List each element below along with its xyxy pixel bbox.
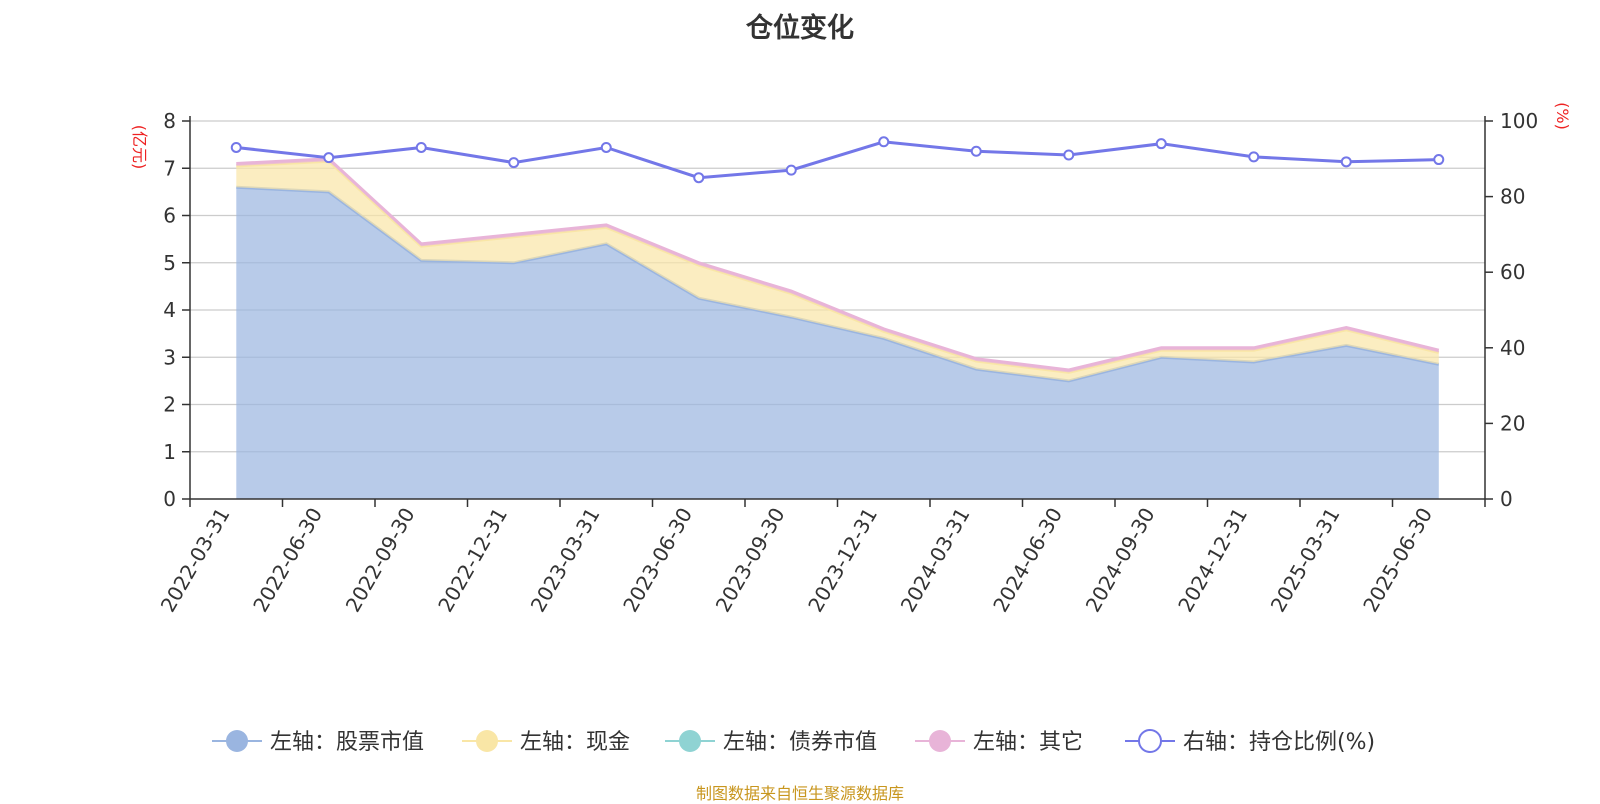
ratio-point: [323, 152, 335, 164]
legend-label: 左轴：其它: [973, 730, 1083, 755]
stacked-areas: [236, 157, 1440, 499]
ratio-point: [1340, 156, 1352, 168]
legend-label: 右轴：持仓比例(%): [1183, 730, 1375, 755]
left-axis-tick-label: 1: [163, 440, 176, 464]
right-axis-tick-label: 80: [1500, 185, 1525, 209]
x-axis-tick-label: 2023-09-30: [711, 504, 790, 617]
left-axis-tick-label: 4: [163, 298, 176, 322]
x-axis-tick-label: 2023-12-31: [803, 504, 882, 617]
ratio-point: [1248, 151, 1260, 163]
legend-label: 左轴：现金: [520, 730, 630, 755]
data-source-note: 制图数据来自恒生聚源数据库: [695, 784, 904, 803]
left-axis-tick-label: 3: [163, 345, 176, 369]
left-axis-tick-label: 0: [163, 487, 176, 511]
x-axis-tick-label: 2022-03-31: [156, 504, 235, 617]
x-axis-tick-label: 2024-09-30: [1081, 504, 1160, 617]
area-fill: [236, 187, 1439, 499]
ratio-point: [1433, 154, 1445, 166]
x-axis-tick-label: 2024-12-31: [1173, 504, 1252, 617]
ratio-point: [508, 157, 520, 169]
ratio-point: [785, 164, 797, 176]
x-axis-tick-label: 2025-06-30: [1358, 504, 1437, 617]
legend-marker: [929, 730, 951, 752]
x-axis-tick-label: 2022-12-31: [433, 504, 512, 617]
right-axis-tick-label: 0: [1500, 487, 1513, 511]
ratio-point: [693, 172, 705, 184]
ratio-point: [1063, 149, 1075, 161]
x-axis-tick-label: 2023-06-30: [618, 504, 697, 617]
x-axis-tick-label: 2024-06-30: [988, 504, 1067, 617]
x-axis-tick-label: 2025-03-31: [1266, 504, 1345, 617]
right-axis-tick-label: 40: [1500, 336, 1525, 360]
legend-label: 左轴：债券市值: [723, 730, 877, 755]
legend: 左轴：股票市值 左轴：现金 左轴：债券市值 左轴：其它 右轴：持仓比例(%): [212, 729, 1375, 755]
legend-marker: [476, 730, 498, 752]
left-axis-unit: (亿元): [130, 125, 149, 170]
x-axis-tick-label: 2022-06-30: [248, 504, 327, 617]
ratio-point: [1155, 138, 1167, 150]
x-axis-tick-label: 2024-03-31: [896, 504, 975, 617]
ratio-point: [230, 141, 242, 153]
legend-marker: [1138, 729, 1162, 753]
ratio-series-line: [236, 140, 1439, 180]
left-axis-tick-label: 2: [163, 393, 176, 417]
area-line: [236, 157, 1440, 372]
chart-title: 仓位变化: [746, 13, 854, 44]
x-axis-tick-label: 2023-03-31: [526, 504, 605, 617]
left-axis-tick-label: 6: [163, 204, 176, 228]
ratio-point: [970, 145, 982, 157]
x-axis-tick-label: 2022-09-30: [341, 504, 420, 617]
ratio-point: [415, 141, 427, 153]
ratio-line: [230, 136, 1445, 184]
legend-label: 左轴：股票市值: [270, 730, 424, 755]
right-axis-tick-label: 100: [1500, 109, 1538, 133]
ratio-point: [878, 136, 890, 148]
left-axis-tick-label: 5: [163, 251, 176, 275]
legend-marker: [679, 730, 701, 752]
left-axis-tick-label: 7: [163, 156, 176, 180]
legend-marker: [226, 730, 248, 752]
ratio-point: [600, 141, 612, 153]
right-axis-unit: (%): [1553, 102, 1572, 130]
right-axis-tick-label: 60: [1500, 260, 1525, 284]
right-axis-tick-label: 20: [1500, 411, 1525, 435]
left-axis-tick-label: 8: [163, 109, 176, 133]
